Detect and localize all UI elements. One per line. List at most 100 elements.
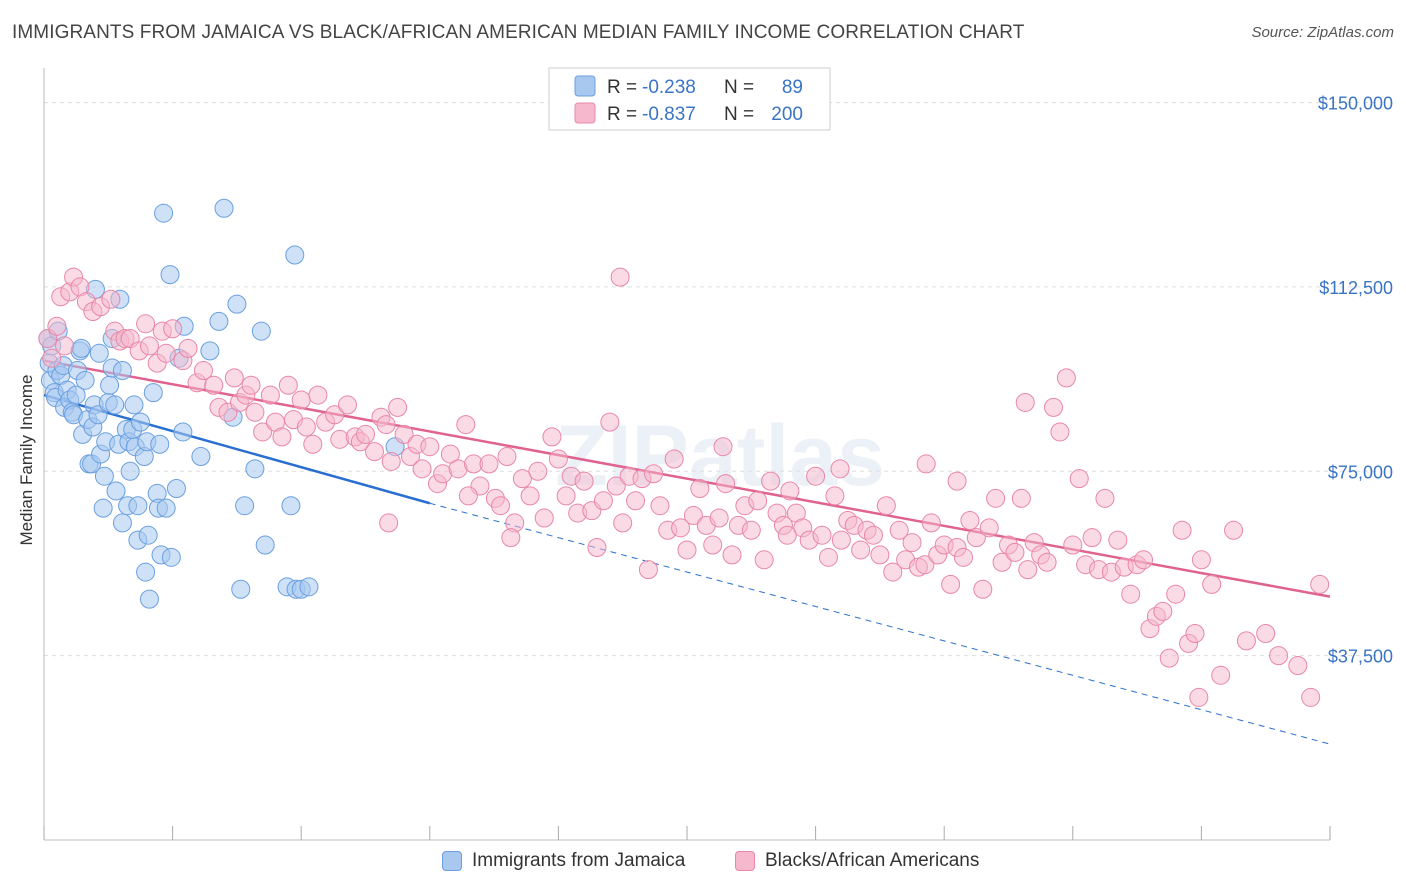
point-black-178 <box>1185 624 1205 644</box>
point-jamaica-72 <box>200 341 220 361</box>
point-black-79 <box>548 449 568 469</box>
point-black-71 <box>491 496 511 516</box>
point-black-52 <box>365 442 385 462</box>
point-black-186 <box>1288 655 1308 675</box>
point-black-144 <box>966 528 986 548</box>
point-black-195 <box>713 437 733 457</box>
point-jamaica-78 <box>235 496 255 516</box>
point-black-122 <box>825 486 845 506</box>
point-black-83 <box>574 471 594 491</box>
point-black-38 <box>272 427 292 447</box>
point-black-198 <box>501 528 521 548</box>
y-tick-label-0: $37,500 <box>1328 647 1393 667</box>
point-jamaica-20 <box>75 370 95 390</box>
point-black-136 <box>915 555 935 575</box>
point-black-85 <box>587 537 607 557</box>
point-black-129 <box>870 545 890 565</box>
point-black-199 <box>947 471 967 491</box>
point-black-164 <box>1095 488 1115 508</box>
point-black-72 <box>497 447 517 467</box>
point-jamaica-79 <box>245 459 265 479</box>
legend-top-n-label-1: N = <box>724 104 754 125</box>
point-black-168 <box>1121 584 1141 604</box>
point-black-179 <box>1191 550 1211 570</box>
point-black-148 <box>992 552 1012 572</box>
point-jamaica-80 <box>251 321 271 341</box>
point-jamaica-57 <box>139 589 159 609</box>
point-black-51 <box>356 424 375 444</box>
point-black-98 <box>671 518 691 538</box>
legend-item-jamaica[interactable]: Immigrants from Jamaica <box>442 850 685 872</box>
legend-top-r-value-1: -0.837 <box>642 104 696 125</box>
point-black-66 <box>456 415 476 435</box>
legend-item-black[interactable]: Blacks/African Americans <box>735 850 979 872</box>
point-jamaica-83 <box>281 496 301 516</box>
chart-svg: ZIPatlas $37,500$75,000$112,500$150,000 … <box>17 67 1393 841</box>
point-black-101 <box>690 478 710 498</box>
point-black-176 <box>1172 520 1192 540</box>
legend-label-jamaica: Immigrants from Jamaica <box>472 850 686 871</box>
point-black-191 <box>458 486 478 506</box>
point-black-131 <box>883 562 903 582</box>
point-black-174 <box>1159 648 1179 668</box>
legend-top-r-value-0: -0.238 <box>642 77 696 98</box>
point-black-21 <box>156 343 176 363</box>
legend-top-n-value-0: 89 <box>782 77 803 98</box>
point-jamaica-52 <box>130 412 150 432</box>
point-black-185 <box>1269 646 1289 666</box>
legend-top-r-label-0: R = <box>607 77 637 98</box>
point-jamaica-64 <box>156 498 176 518</box>
point-black-175 <box>1166 584 1186 604</box>
point-jamaica-50 <box>128 496 148 516</box>
point-jamaica-41 <box>112 361 132 381</box>
point-black-78 <box>542 427 562 447</box>
point-black-76 <box>528 461 548 481</box>
point-black-48 <box>337 395 357 415</box>
point-black-132 <box>889 520 909 540</box>
point-black-190 <box>1189 687 1209 707</box>
point-black-99 <box>677 540 697 560</box>
point-black-42 <box>296 417 316 437</box>
point-black-56 <box>388 397 408 417</box>
point-black-44 <box>308 385 328 405</box>
point-black-182 <box>1224 520 1244 540</box>
legend-swatch-jamaica <box>442 851 462 871</box>
point-black-27 <box>204 375 224 395</box>
y-tick-label-2: $112,500 <box>1319 278 1393 298</box>
point-black-41 <box>291 390 311 410</box>
point-jamaica-54 <box>136 562 156 582</box>
point-black-26 <box>193 361 213 381</box>
point-black-137 <box>921 513 941 533</box>
point-black-181 <box>1211 665 1231 685</box>
point-jamaica-58 <box>143 383 163 403</box>
point-black-150 <box>1005 542 1025 562</box>
point-black-121 <box>818 547 838 567</box>
point-black-183 <box>1236 631 1256 651</box>
point-jamaica-63 <box>154 203 174 223</box>
point-black-143 <box>960 510 980 530</box>
trend-jamaica <box>43 393 431 505</box>
point-black-152 <box>1018 560 1038 580</box>
point-black-110 <box>748 491 768 511</box>
point-black-11 <box>101 289 121 309</box>
point-black-22 <box>163 319 183 339</box>
point-jamaica-73 <box>209 311 229 331</box>
point-black-106 <box>722 545 742 565</box>
series-black-points <box>38 267 1330 707</box>
point-black-130 <box>876 496 896 516</box>
point-black-159 <box>1063 535 1083 555</box>
point-black-24 <box>178 338 198 358</box>
point-black-180 <box>1202 574 1222 594</box>
point-black-55 <box>381 451 401 471</box>
point-black-193 <box>1015 392 1035 412</box>
point-black-120 <box>812 525 832 545</box>
point-jamaica-48 <box>124 395 144 415</box>
point-jamaica-77 <box>231 579 251 599</box>
point-black-30 <box>224 368 244 388</box>
y-tick-label-1: $75,000 <box>1328 462 1393 482</box>
legend-top-n-label-0: N = <box>724 77 754 98</box>
point-black-156 <box>1044 397 1064 417</box>
point-jamaica-27 <box>88 405 108 425</box>
point-jamaica-71 <box>191 447 211 467</box>
point-black-192 <box>830 459 850 479</box>
